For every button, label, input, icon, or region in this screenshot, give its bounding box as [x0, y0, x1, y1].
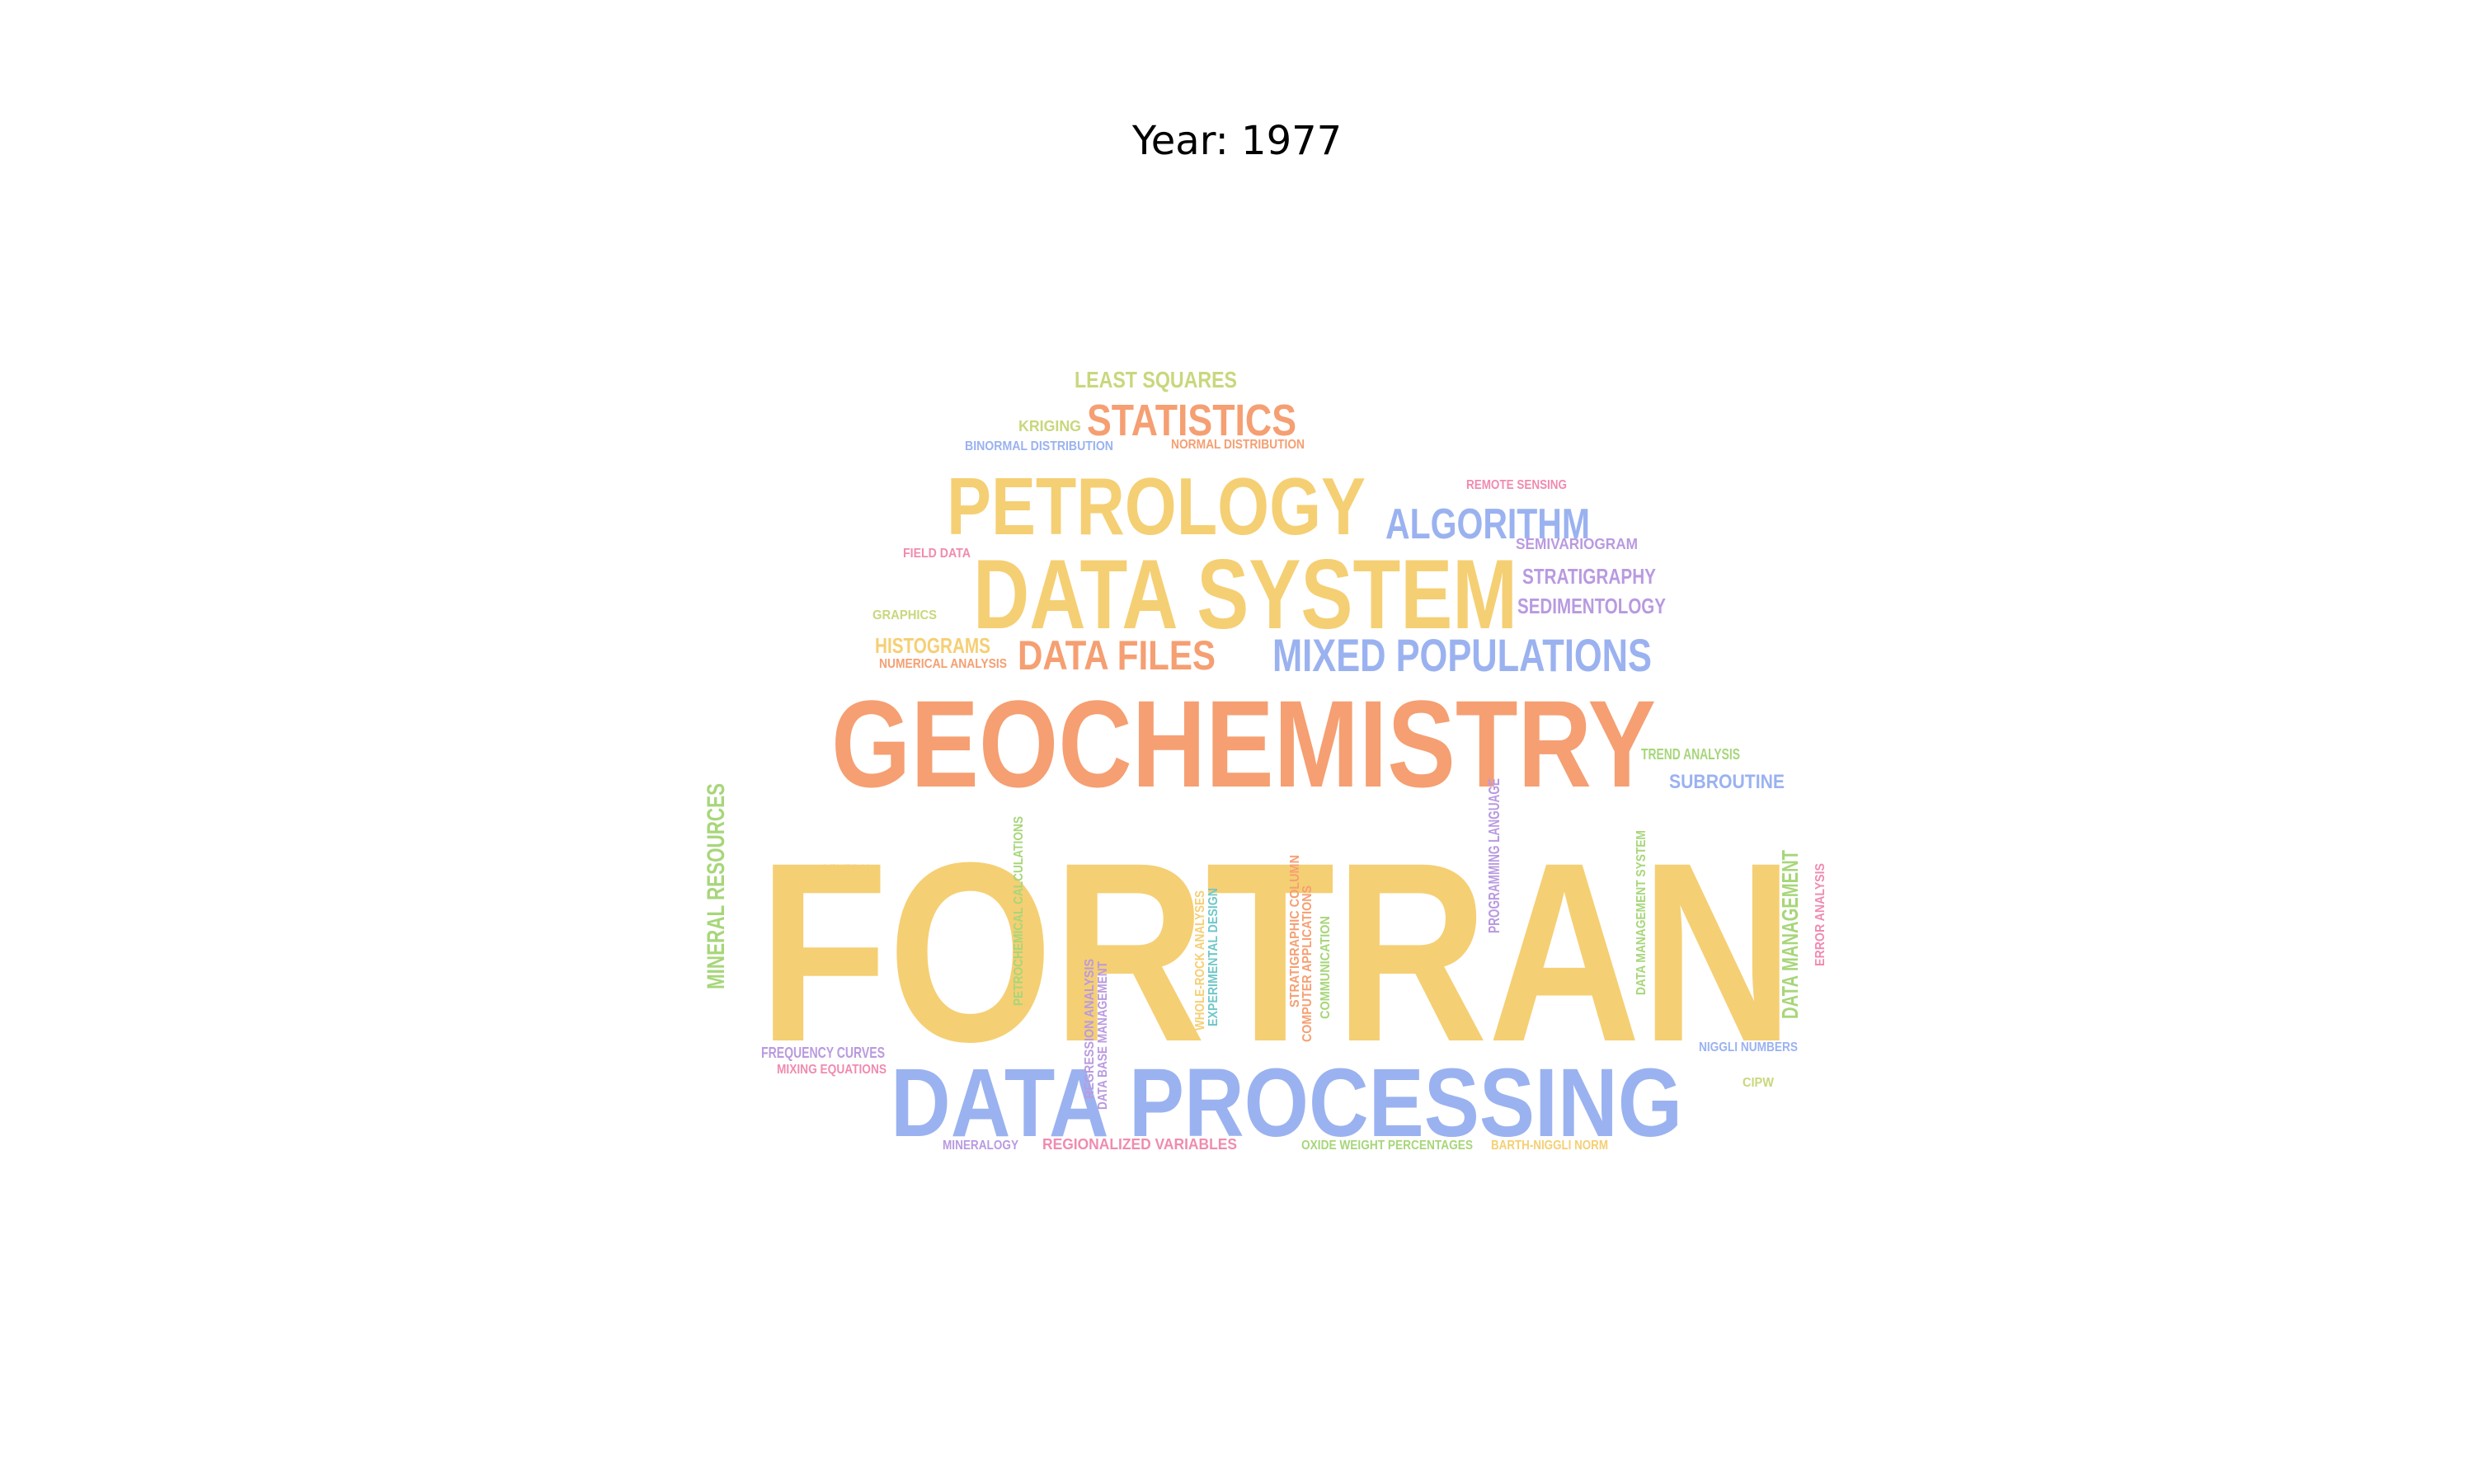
word-niggli-numbers: NIGGLI NUMBERS [1699, 1040, 1798, 1054]
word-regression-analysis: REGRESSION ANALYSIS [1083, 959, 1097, 1099]
word-fortran: FORTRAN [759, 809, 1794, 1095]
word-graphics: GRAPHICS [872, 608, 937, 622]
word-error-analysis: ERROR ANALYSIS [1813, 863, 1827, 966]
word-data-management-system: DATA MANAGEMENT SYSTEM [1634, 830, 1649, 995]
word-data-processing: DATA PROCESSING [891, 1049, 1682, 1158]
word-mineral-resources: MINERAL RESOURCES [703, 783, 730, 989]
word-programming-language: PROGRAMMING LANGUAGE [1486, 778, 1503, 933]
word-petrochemical-calculations: PETROCHEMICAL CALCULATIONS [1012, 816, 1026, 1006]
word-experimental-design: EXPERIMENTAL DESIGN [1206, 888, 1221, 1026]
word-normal-distribution: NORMAL DISTRIBUTION [1171, 438, 1305, 452]
word-semivariogram: SEMIVARIOGRAM [1516, 536, 1638, 552]
word-histograms: HISTOGRAMS [875, 633, 990, 658]
word-stratigraphic-column: STRATIGRAPHIC COLUMN [1288, 855, 1302, 1007]
word-regionalized-variables: REGIONALIZED VARIABLES [1042, 1136, 1237, 1153]
word-least-squares: LEAST SQUARES [1075, 367, 1237, 392]
word-mixing-equations: MIXING EQUATIONS [777, 1063, 887, 1077]
word-statistics: STATISTICS [1087, 396, 1296, 445]
word-barth-niggli-norm: BARTH-NIGGLI NORM [1491, 1139, 1608, 1153]
word-algorithm: ALGORITHM [1385, 500, 1590, 548]
word-data-files: DATA FILES [1018, 632, 1216, 679]
word-mineralogy: MINERALOGY [943, 1139, 1018, 1153]
word-subroutine: SUBROUTINE [1669, 771, 1785, 793]
word-data-management: DATA MANAGEMENT [1777, 850, 1803, 1019]
word-frequency-curves: FREQUENCY CURVES [761, 1045, 885, 1061]
word-communication: COMMUNICATION [1319, 916, 1333, 1019]
word-trend-analysis: TREND ANALYSIS [1641, 746, 1740, 763]
word-sedimentology: SEDIMENTOLOGY [1517, 594, 1666, 618]
word-computer-applications: COMPUTER APPLICATIONS [1300, 885, 1315, 1042]
word-data-system: DATA SYSTEM [973, 539, 1517, 650]
word-general: GENERAL [821, 862, 873, 875]
word-petrology: PETROLOGY [947, 461, 1366, 552]
word-oxide-weight-percentages: OXIDE WEIGHT PERCENTAGES [1301, 1139, 1473, 1153]
word-cipw: CIPW [1743, 1076, 1775, 1090]
word-mixed-populations: MIXED POPULATIONS [1272, 629, 1652, 681]
word-numerical-analysis: NUMERICAL ANALYSIS [879, 657, 1007, 671]
word-binormal-distribution: BINORMAL DISTRIBUTION [965, 439, 1113, 453]
word-stratigraphy: STRATIGRAPHY [1522, 564, 1656, 589]
word-data-base-management: DATA BASE MANAGEMENT [1096, 961, 1110, 1110]
word-geochemistry: GEOCHEMISTRY [831, 674, 1656, 813]
word-remote-sensing: REMOTE SENSING [1466, 478, 1567, 492]
word-whole-rock-analyses: WHOLE-ROCK ANALYSES [1193, 890, 1207, 1031]
word-field-data: FIELD DATA [903, 547, 971, 561]
chart-title: Year: 1977 [1131, 118, 1343, 164]
word-kriging: KRIGING [1018, 418, 1081, 434]
